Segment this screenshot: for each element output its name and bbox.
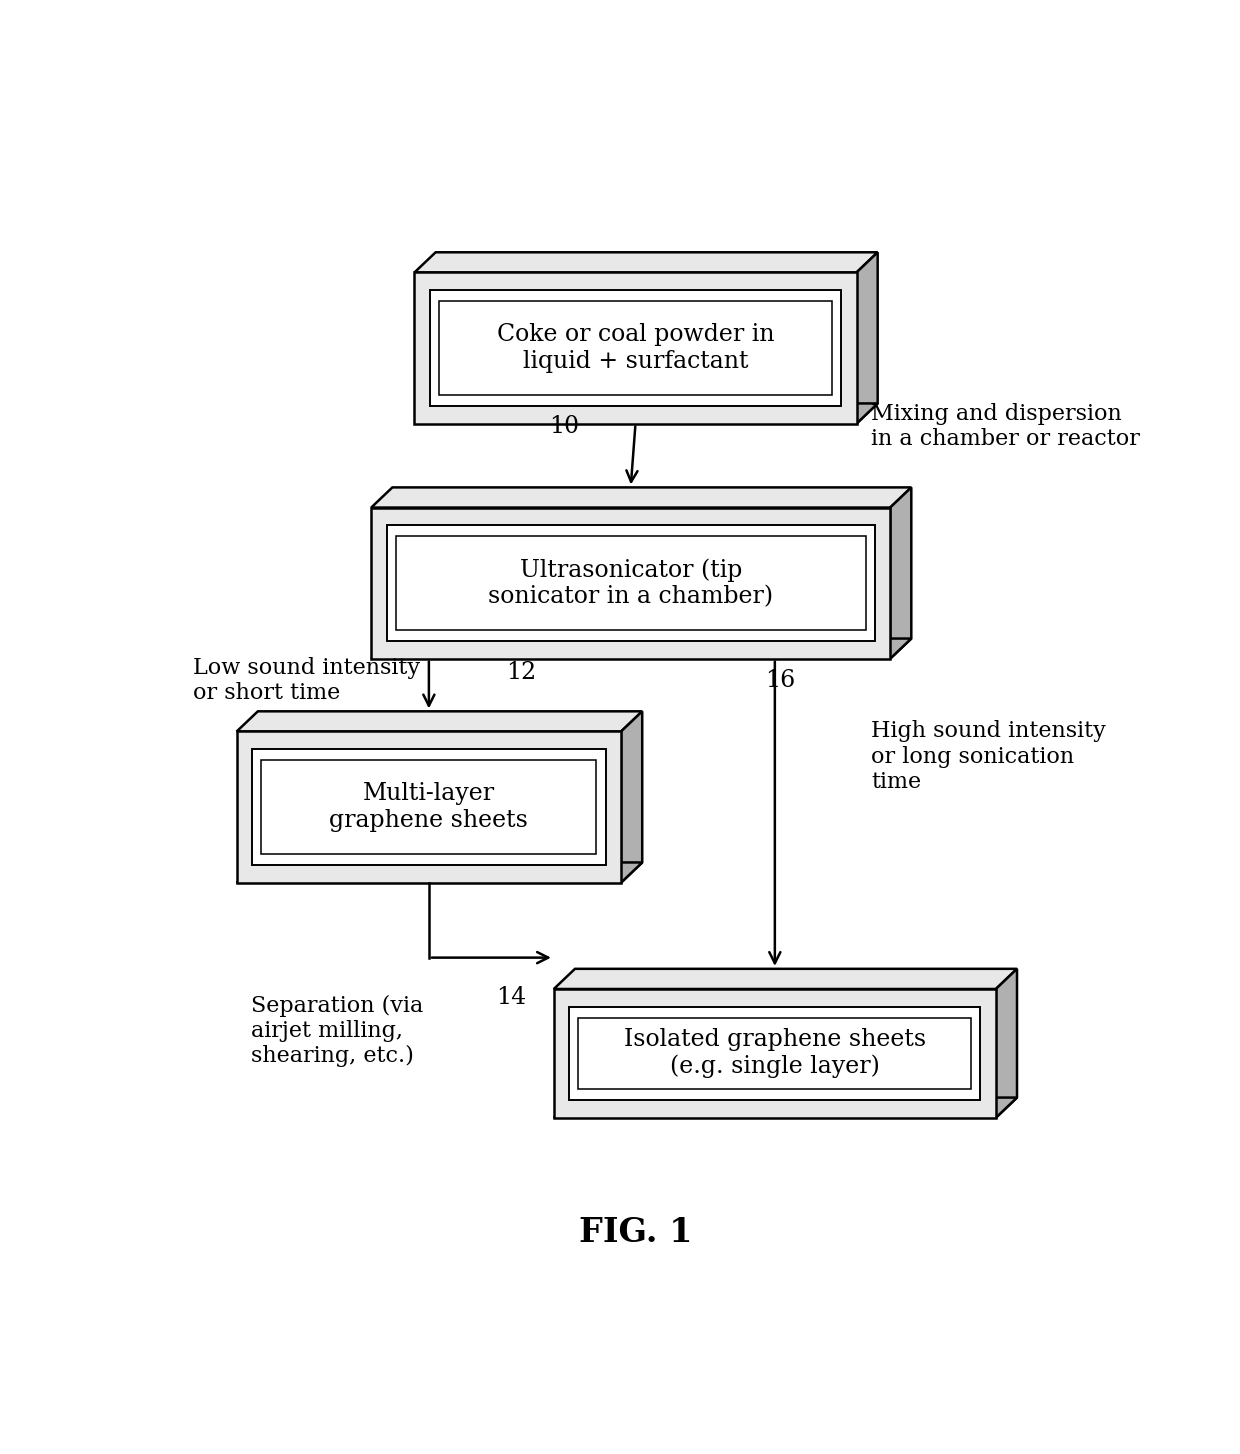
- Text: Coke or coal powder in
liquid + surfactant: Coke or coal powder in liquid + surfacta…: [497, 323, 774, 372]
- Text: 10: 10: [549, 414, 579, 438]
- Text: FIG. 1: FIG. 1: [579, 1216, 692, 1249]
- Bar: [578, 1018, 971, 1089]
- Bar: [396, 537, 866, 630]
- Polygon shape: [554, 1098, 1017, 1118]
- Text: 12: 12: [506, 662, 536, 685]
- Bar: [252, 749, 605, 865]
- Text: High sound intensity
or long sonication
time: High sound intensity or long sonication …: [870, 720, 1106, 792]
- Bar: [554, 989, 996, 1118]
- Polygon shape: [371, 638, 911, 659]
- Bar: [430, 291, 841, 406]
- Polygon shape: [554, 968, 1017, 989]
- Bar: [237, 731, 621, 883]
- Polygon shape: [237, 862, 642, 883]
- Bar: [414, 272, 857, 423]
- Polygon shape: [237, 711, 642, 731]
- Text: Isolated graphene sheets
(e.g. single layer): Isolated graphene sheets (e.g. single la…: [624, 1028, 926, 1079]
- Text: 16: 16: [765, 669, 796, 692]
- Text: Ultrasonicator (tip
sonicator in a chamber): Ultrasonicator (tip sonicator in a chamb…: [489, 558, 774, 608]
- Bar: [371, 507, 890, 659]
- Polygon shape: [414, 403, 878, 423]
- Polygon shape: [621, 711, 642, 883]
- Bar: [439, 301, 832, 395]
- Bar: [262, 760, 596, 853]
- Polygon shape: [996, 968, 1017, 1118]
- Bar: [387, 525, 874, 641]
- Polygon shape: [414, 253, 878, 272]
- Text: Mixing and dispersion
in a chamber or reactor: Mixing and dispersion in a chamber or re…: [870, 403, 1140, 451]
- Polygon shape: [857, 253, 878, 423]
- Text: Separation (via
airjet milling,
shearing, etc.): Separation (via airjet milling, shearing…: [250, 995, 423, 1067]
- Polygon shape: [371, 487, 911, 507]
- Text: Low sound intensity
or short time: Low sound intensity or short time: [193, 657, 420, 704]
- Text: 14: 14: [496, 986, 527, 1009]
- Text: Multi-layer
graphene sheets: Multi-layer graphene sheets: [330, 782, 528, 832]
- Polygon shape: [890, 487, 911, 659]
- Bar: [569, 1006, 981, 1099]
